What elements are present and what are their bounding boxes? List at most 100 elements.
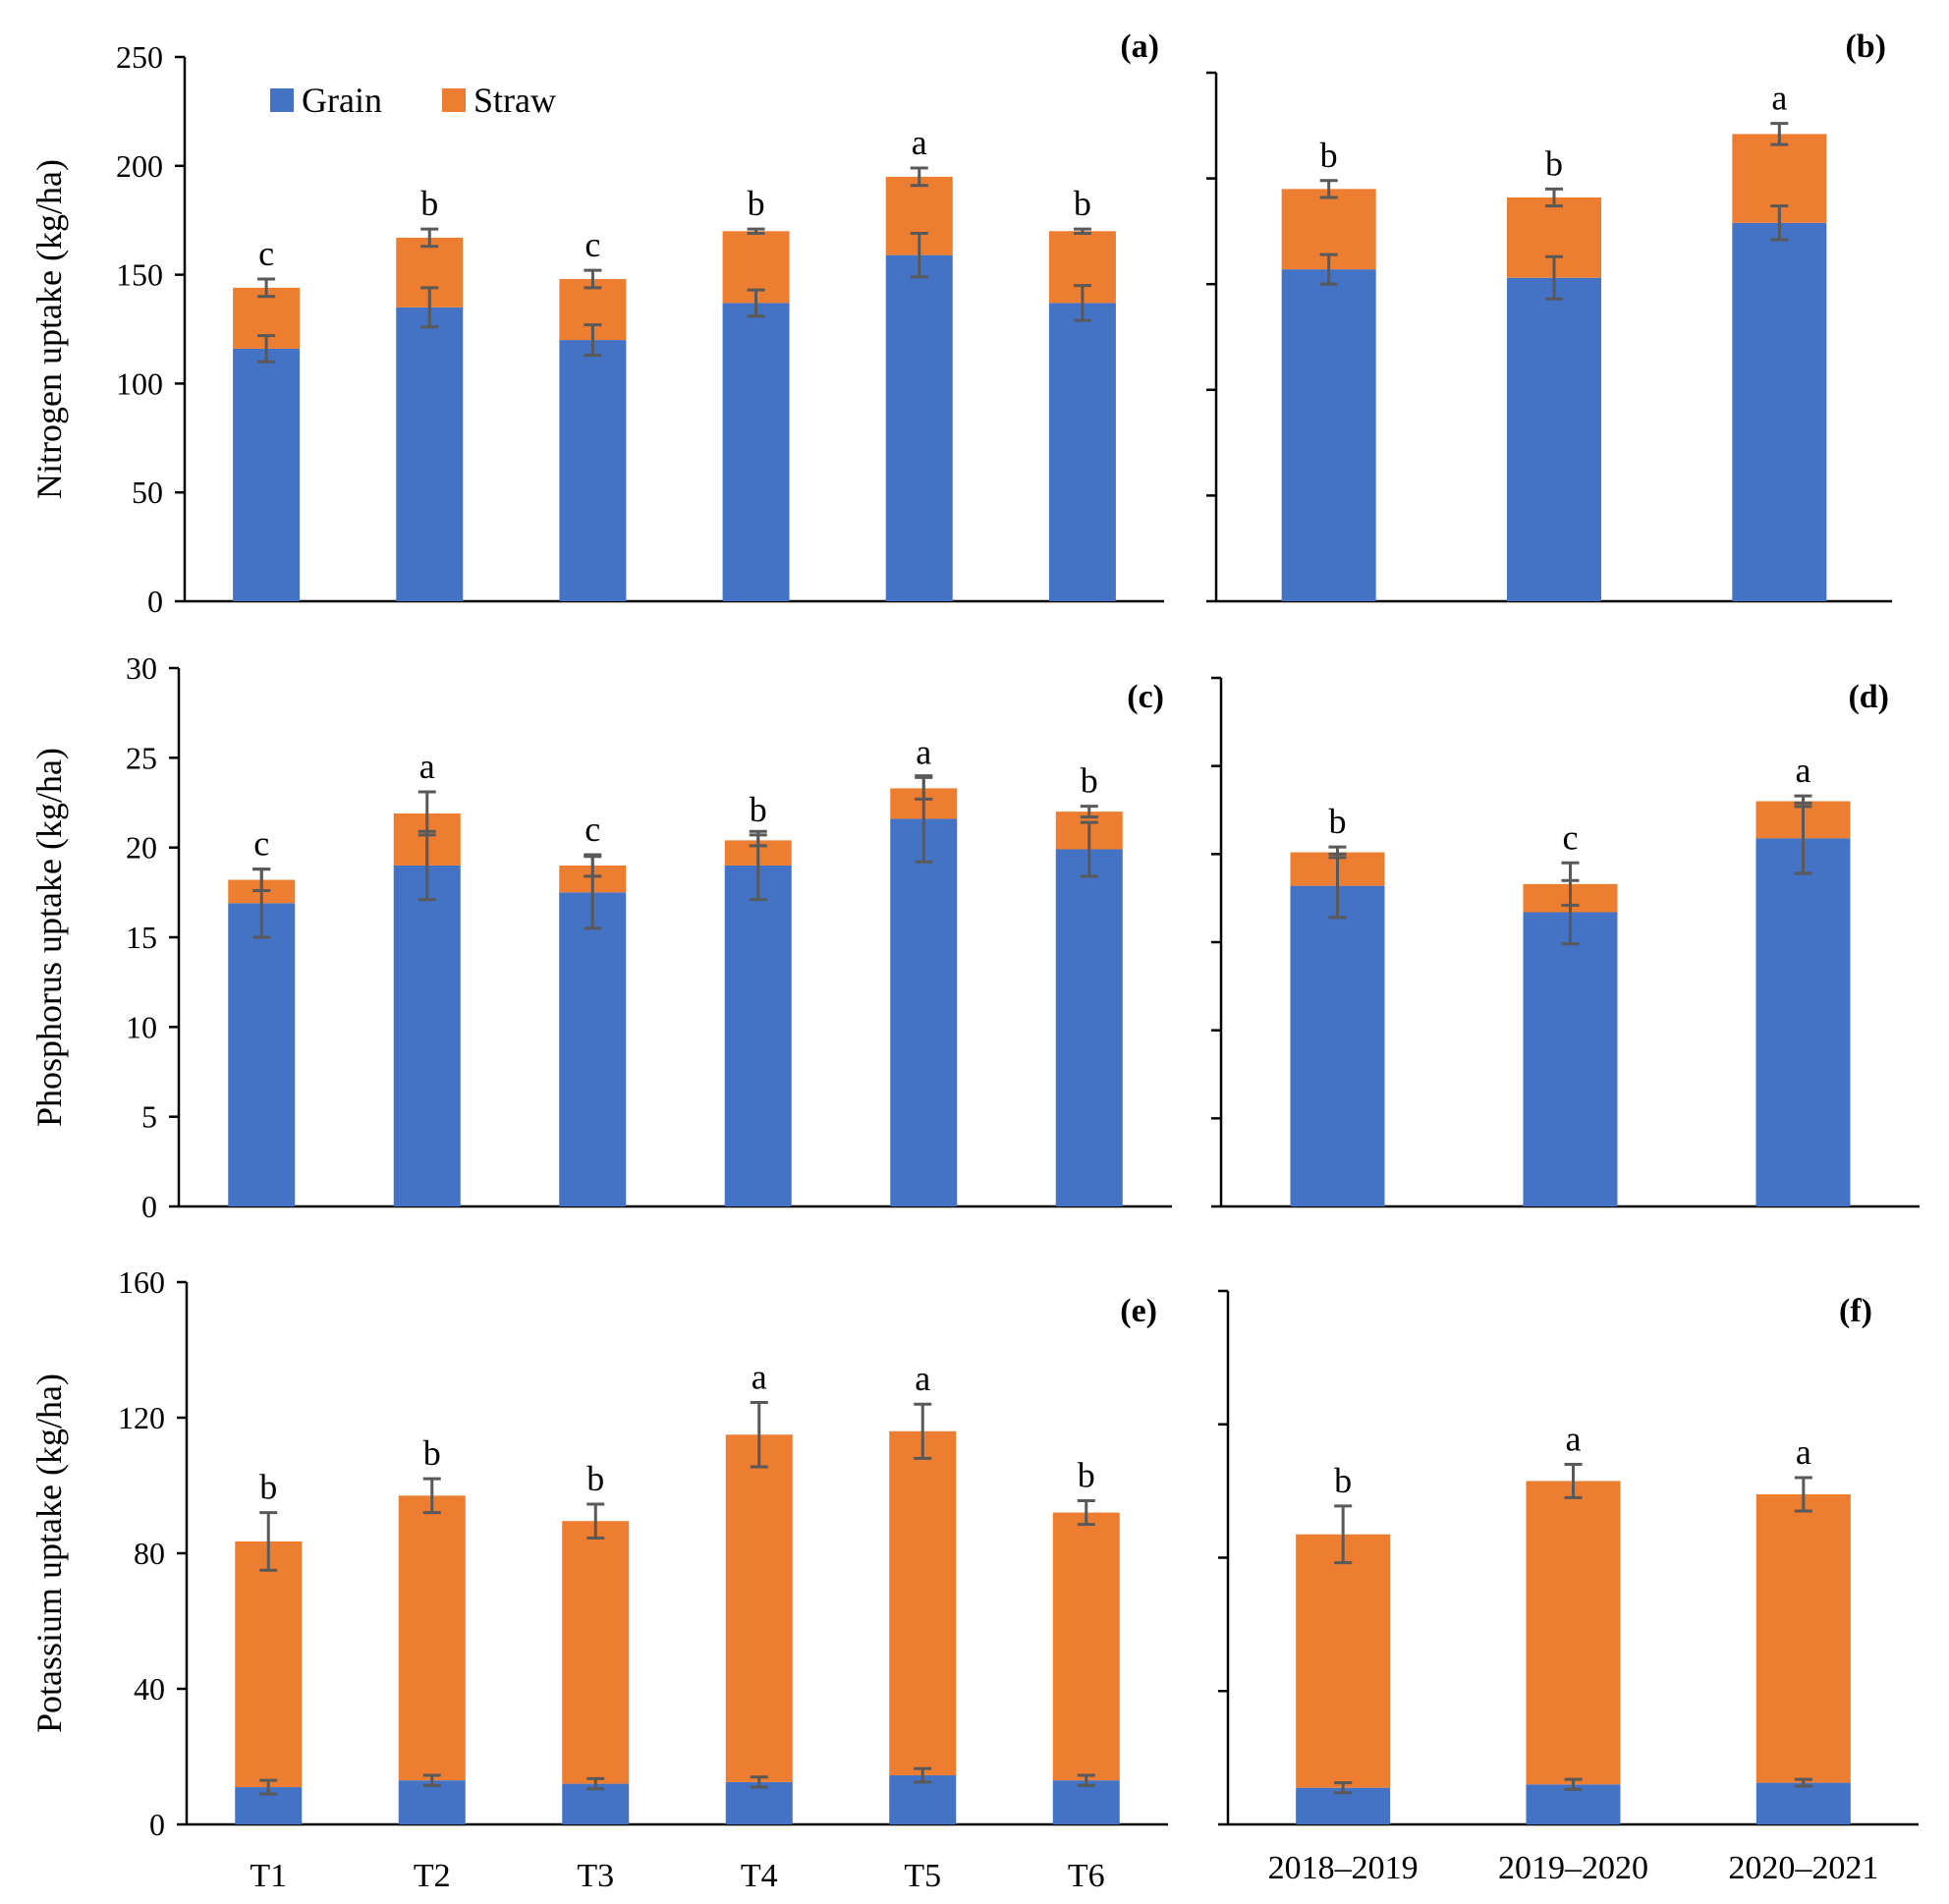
bar-grain <box>1523 912 1618 1206</box>
significance-letter: b <box>259 1468 277 1507</box>
panel-label: (b) <box>1845 28 1886 65</box>
x-tick-label: T4 <box>741 1858 778 1894</box>
significance-letter: a <box>1796 1432 1811 1472</box>
y-axis-title: Potassium uptake (kg/ha) <box>29 1373 69 1733</box>
significance-letter: a <box>912 123 927 162</box>
bar-straw <box>1526 1481 1621 1785</box>
y-tick-label: 0 <box>141 1189 157 1224</box>
bar-straw <box>1052 1512 1120 1781</box>
x-tick-label: T3 <box>577 1858 614 1894</box>
bar-straw <box>1296 1534 1391 1788</box>
bar-grain <box>562 1783 630 1824</box>
significance-letter: a <box>915 1359 930 1398</box>
legend-grain-label: Grain <box>302 81 382 120</box>
y-tick-label: 0 <box>149 1807 165 1842</box>
bar-grain <box>1290 885 1385 1206</box>
panel-label: (e) <box>1120 1293 1157 1329</box>
bar-grain <box>725 1781 793 1824</box>
y-tick-label: 80 <box>134 1536 165 1571</box>
significance-letter: c <box>585 810 600 849</box>
y-tick-label: 5 <box>141 1099 157 1135</box>
significance-letter: a <box>1796 751 1811 790</box>
significance-letter: b <box>748 184 765 223</box>
x-tick-label: 2020–2021 <box>1728 1850 1878 1886</box>
chart-panel-3: (d) b c a <box>1211 676 1920 1208</box>
chart-panel-2: 0 5 10 15 20 25 30 Phosphorus uptake (kg/ha) (c)… <box>29 650 1172 1224</box>
y-tick-label: 200 <box>116 148 163 184</box>
chart-panel-0: 0 50 100 150 200 250 Nitrogen uptake (kg/ha) (a… <box>29 28 1164 619</box>
significance-letter: a <box>916 732 931 771</box>
y-tick-label: 10 <box>126 1009 157 1044</box>
significance-letter: b <box>1329 802 1347 841</box>
y-tick-label: 25 <box>126 740 157 775</box>
significance-letter: a <box>1771 79 1787 118</box>
significance-letter: b <box>1074 184 1091 223</box>
y-tick-label: 40 <box>134 1671 165 1707</box>
x-tick-label: T6 <box>1068 1858 1105 1894</box>
significance-letter: b <box>1545 143 1563 183</box>
chart-panel-1: (b) b b a <box>1206 28 1892 603</box>
significance-letter: b <box>1078 1456 1095 1495</box>
bar-straw <box>235 1540 303 1788</box>
y-tick-label: 250 <box>116 39 163 75</box>
bar-straw <box>889 1430 957 1775</box>
y-tick-label: 20 <box>126 830 157 866</box>
bar-grain <box>722 303 790 601</box>
panel-label: (c) <box>1127 679 1164 715</box>
bar-grain <box>890 818 958 1206</box>
bar-grain <box>1055 849 1123 1206</box>
x-tick-label: T2 <box>414 1858 451 1894</box>
bar-straw <box>398 1495 466 1781</box>
x-tick-label: 2019–2020 <box>1498 1850 1648 1886</box>
y-axis-title: Phosphorus uptake (kg/ha) <box>29 748 69 1127</box>
significance-letter: b <box>423 1433 441 1473</box>
bar-grain <box>1281 269 1376 601</box>
y-tick-label: 120 <box>118 1400 165 1435</box>
significance-letter: c <box>1563 817 1579 857</box>
bar-grain <box>233 348 301 601</box>
bar-grain <box>1526 1784 1621 1824</box>
significance-letter: b <box>1081 761 1098 801</box>
panel-label: (d) <box>1848 679 1889 715</box>
y-tick-label: 15 <box>126 920 157 955</box>
bar-grain <box>393 865 461 1206</box>
significance-letter: b <box>1320 136 1338 175</box>
panel-label: (f) <box>1839 1293 1872 1329</box>
y-axis-title: Nitrogen uptake (kg/ha) <box>29 159 69 499</box>
bar-grain <box>1048 303 1116 601</box>
significance-letter: c <box>585 225 600 264</box>
legend-straw-label: Straw <box>473 81 556 120</box>
bar-grain <box>1052 1780 1120 1824</box>
y-tick-label: 50 <box>132 475 163 510</box>
bar-grain <box>724 865 792 1206</box>
significance-letter: c <box>258 234 274 273</box>
significance-letter: b <box>1334 1461 1352 1500</box>
bar-grain <box>885 254 953 601</box>
bar-grain <box>1755 1782 1851 1824</box>
legend-grain-swatch <box>270 88 294 112</box>
x-tick-label: 2018–2019 <box>1268 1850 1419 1886</box>
significance-letter: b <box>420 184 438 223</box>
bar-grain <box>1755 838 1851 1206</box>
x-tick-label: T5 <box>904 1858 941 1894</box>
significance-letter: a <box>419 747 435 786</box>
significance-letter: b <box>586 1459 604 1498</box>
y-tick-label: 160 <box>118 1264 165 1300</box>
bar-straw <box>1755 1494 1851 1783</box>
y-tick-label: 150 <box>116 257 163 293</box>
significance-letter: b <box>750 790 767 829</box>
bar-grain <box>559 892 627 1206</box>
legend: Grain Straw <box>270 81 556 120</box>
significance-letter: a <box>752 1357 767 1396</box>
bar-grain <box>559 340 627 601</box>
bar-grain <box>1732 222 1827 602</box>
bar-straw <box>725 1434 793 1782</box>
legend-straw-swatch <box>442 88 466 112</box>
y-tick-label: 0 <box>147 584 163 619</box>
panel-label: (a) <box>1120 28 1159 65</box>
bar-grain <box>1507 277 1601 601</box>
x-tick-label: T1 <box>250 1858 287 1894</box>
chart-panel-4: 0 40 80 120 160 Potassium uptake (kg/ha) (e) b T… <box>29 1264 1168 1894</box>
